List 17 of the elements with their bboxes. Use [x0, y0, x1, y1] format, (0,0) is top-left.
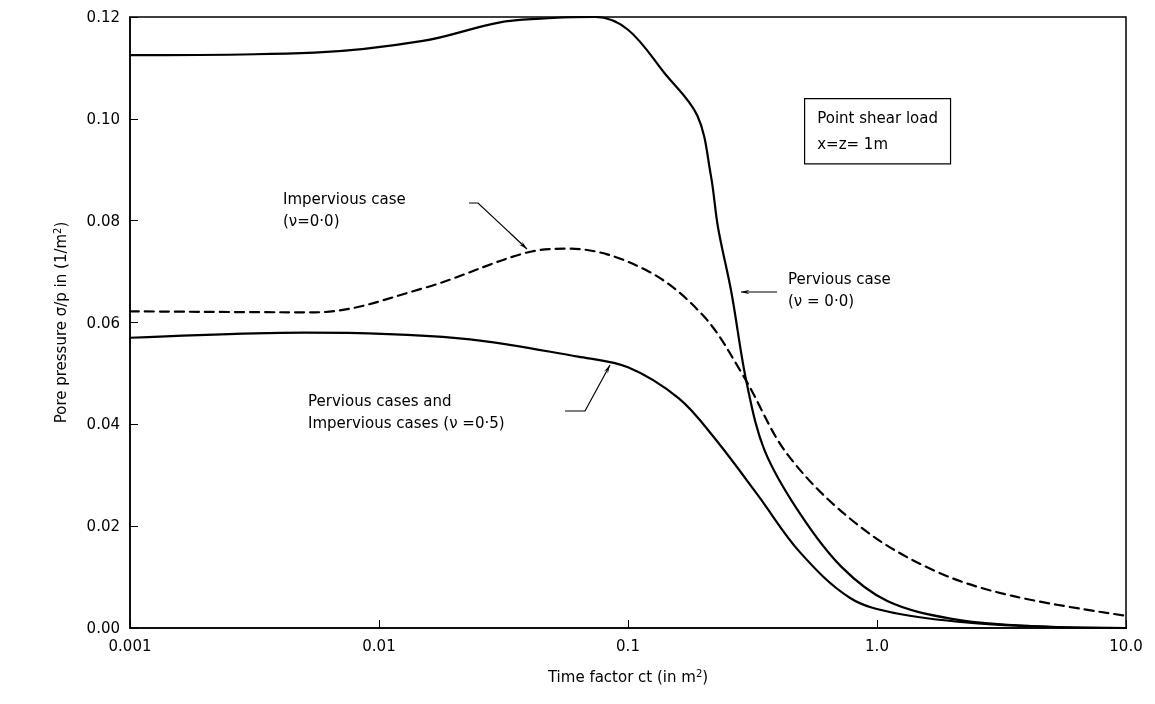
y-tick-label: 0.12 — [86, 8, 120, 26]
x-tick-label: 1.0 — [865, 636, 889, 655]
y-tick-label: 0.00 — [86, 619, 120, 637]
annotation: Impervious case (ν=0·0) — [283, 190, 406, 230]
x-tick-label: 0.001 — [108, 636, 152, 655]
y-tick-label: 0.08 — [86, 211, 120, 230]
annotation: Point shear load x=z= 1m — [817, 109, 938, 154]
annotation: Pervious case (ν = 0·0) — [788, 270, 891, 310]
x-tick-label: 0.1 — [616, 636, 640, 655]
y-tick-label: 0.10 — [86, 109, 120, 128]
x-tick-label: 10.0 — [1109, 636, 1143, 655]
x-tick-label: 0.01 — [362, 636, 396, 655]
annotation: Pervious cases and Impervious cases (ν =0·5) — [308, 392, 505, 432]
y-axis-title: Pore pressure σ/p in (1/m2) — [51, 221, 70, 424]
y-tick-label: 0.04 — [86, 415, 120, 434]
y-tick-label: 0.02 — [86, 517, 120, 536]
y-tick-label: 0.06 — [86, 313, 120, 332]
